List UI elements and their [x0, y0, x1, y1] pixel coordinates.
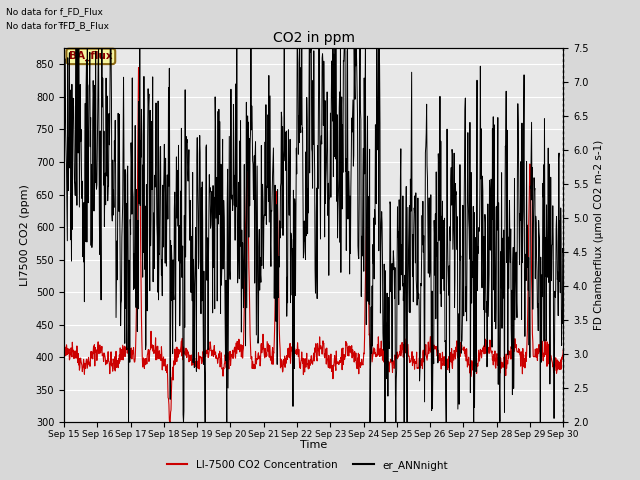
Y-axis label: FD Chamberflux (μmol CO2 m-2 s-1): FD Chamberflux (μmol CO2 m-2 s-1): [594, 140, 604, 330]
X-axis label: Time: Time: [300, 441, 327, 450]
Legend: LI-7500 CO2 Concentration, er_ANNnight: LI-7500 CO2 Concentration, er_ANNnight: [163, 456, 452, 475]
Text: No data for f̅FD̅_B_Flux: No data for f̅FD̅_B_Flux: [6, 22, 109, 31]
Text: BA_flux: BA_flux: [69, 51, 113, 61]
Text: No data for f_FD_Flux: No data for f_FD_Flux: [6, 7, 103, 16]
Y-axis label: LI7500 CO2 (ppm): LI7500 CO2 (ppm): [20, 184, 30, 286]
Title: CO2 in ppm: CO2 in ppm: [273, 32, 355, 46]
